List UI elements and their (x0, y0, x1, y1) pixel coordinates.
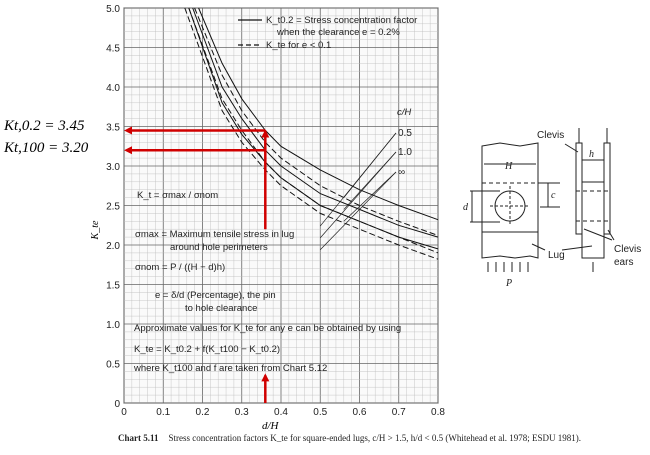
label-d: d (463, 202, 469, 213)
kt-definition: K_t = σmax / σnom (137, 190, 218, 201)
label-H: H (504, 161, 513, 172)
y-tick-label: 3.0 (106, 162, 120, 173)
x-tick-label: 0.6 (353, 407, 367, 418)
legend: K_t0.2 = Stress concentration factor whe… (238, 15, 417, 51)
sigma-max-def: σmax = Maximum tensile stress in lug (135, 229, 294, 240)
caption: Chart 5.11 Stress concentration factors K… (118, 433, 581, 443)
label-clevis-ears: Clevis (614, 244, 641, 255)
sigma-max-def-2: around hole perimeters (170, 242, 268, 253)
arrow-up-icon (261, 129, 270, 138)
param-label-0: 0.5 (398, 128, 412, 139)
arrow-up-icon (261, 373, 270, 382)
x-tick-label: 0 (121, 407, 127, 418)
y-tick-label: 0.5 (106, 360, 120, 371)
curves (184, 7, 439, 260)
diagram-labels: Clevis H h c d Lug Clevis ears P (463, 130, 641, 289)
arrow-left-icon (124, 146, 132, 155)
x-tick-label: 0.7 (392, 407, 406, 418)
param-labels: 0.5 1.0 ∞ (319, 128, 412, 250)
curve-dashed (188, 7, 439, 254)
approx-note-3: where K_t100 and f are taken from Chart … (133, 363, 327, 374)
label-h: h (589, 149, 594, 160)
approx-note-1: Approximate values for K_te for any e ca… (134, 323, 401, 334)
label-clevis-ears-2: ears (614, 257, 633, 268)
e-def: e = δ/d (Percentage), the pin (155, 290, 276, 301)
x-tick-label: 0.1 (156, 407, 170, 418)
caption-text: Stress concentration factors K_te for sq… (168, 433, 582, 443)
y-tick-label: 2.5 (106, 202, 120, 213)
y-tick-label: 4.0 (106, 83, 120, 94)
curve-solid (192, 7, 439, 238)
label-lug: Lug (548, 250, 565, 261)
leader-line (319, 171, 397, 250)
curve-solid (198, 7, 439, 221)
arrow-left-icon (124, 126, 132, 135)
lug-diagram (470, 128, 615, 272)
x-tick-label: 0.8 (431, 407, 445, 418)
label-clevis: Clevis (537, 130, 564, 141)
x-tick-label: 0.3 (235, 407, 249, 418)
x-tick-label: 0.4 (274, 407, 288, 418)
param-label-1: 1.0 (398, 147, 412, 158)
label-P: P (505, 278, 512, 289)
caption-number: Chart 5.11 (118, 433, 159, 443)
curve-solid (188, 7, 439, 250)
curve-dashed (184, 7, 439, 260)
leader-line (319, 151, 397, 239)
sigma-nom-def: σnom = P / ((H − d)h) (135, 262, 225, 273)
y-tick-label: 3.5 (106, 123, 120, 134)
y-tick-label: 2.0 (106, 241, 120, 252)
legend-solid: K_t0.2 = Stress concentration factor (266, 15, 417, 26)
y-tick-label: 5.0 (106, 4, 120, 15)
kt02-label: Kt,0.2 = 3.45 (4, 118, 85, 134)
x-tick-label: 0.2 (196, 407, 210, 418)
legend-dashed: K_te for e < 0.1 (266, 40, 331, 51)
y-tick-label: 4.5 (106, 44, 120, 55)
y-tick-label: 1.5 (106, 281, 120, 292)
e-def-2: to hole clearance (185, 303, 257, 314)
ticks: 0 0.1 0.2 0.3 0.4 0.5 0.6 0.7 0.8 0 0.5 1.0 1.5 2.0 2.… (106, 4, 445, 418)
x-axis-label: d/H (262, 420, 280, 432)
y-axis-label: K_te (90, 220, 101, 240)
y-tick-label: 0 (114, 399, 120, 410)
kt100-label: Kt,100 = 3.20 (4, 140, 89, 156)
param-label: c/H (397, 107, 411, 118)
approx-note-2: K_te = K_t0.2 + f(K_t100 − K_t0.2) (134, 344, 280, 355)
param-label-2: ∞ (398, 167, 405, 178)
curve-dashed (194, 7, 439, 236)
label-c: c (551, 190, 556, 201)
annotations: K_t = σmax / σnom σmax = Maximum tensile… (133, 190, 401, 374)
y-tick-label: 1.0 (106, 320, 120, 331)
leader-line (319, 132, 397, 227)
legend-solid-2: when the clearance e = 0.2% (276, 27, 400, 38)
x-tick-label: 0.5 (313, 407, 327, 418)
red-markers (124, 126, 270, 403)
leader-line (343, 171, 397, 222)
